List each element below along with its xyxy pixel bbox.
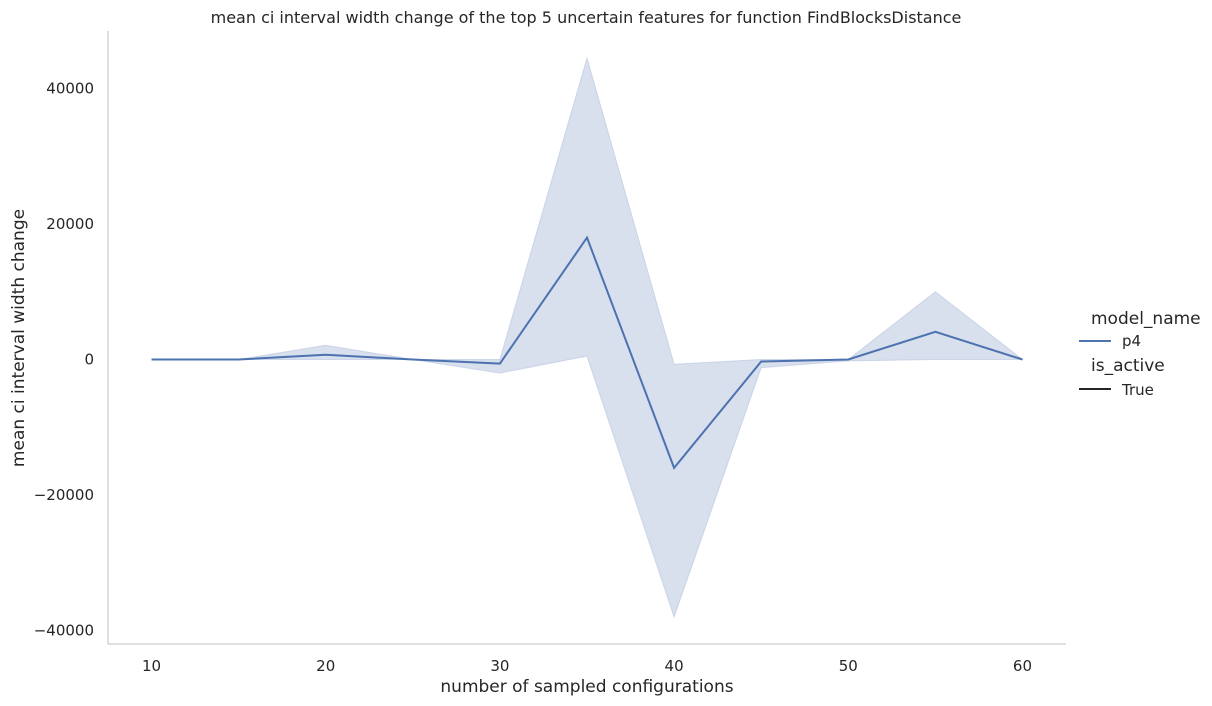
legend-style-title: is_active bbox=[1091, 356, 1165, 376]
legend-hue-title: model_name bbox=[1091, 309, 1201, 329]
plot-area bbox=[151, 56, 1024, 619]
x-tick-label: 40 bbox=[665, 657, 684, 675]
chart-title: mean ci interval width change of the top… bbox=[211, 8, 962, 27]
y-tick-label: 20000 bbox=[46, 215, 94, 233]
y-tick-label: −20000 bbox=[34, 486, 94, 504]
y-tick-label: 40000 bbox=[46, 80, 94, 98]
legend-label-true: True bbox=[1121, 381, 1154, 399]
x-axis-label: number of sampled configurations bbox=[440, 677, 733, 697]
x-tick-label: 60 bbox=[1013, 657, 1032, 675]
y-axis-label: mean ci interval width change bbox=[9, 209, 29, 467]
legend: model_name p4 is_active True bbox=[1079, 309, 1201, 399]
legend-label-p4: p4 bbox=[1122, 332, 1141, 350]
x-tick-label: 20 bbox=[316, 657, 335, 675]
x-tick-label: 50 bbox=[839, 657, 858, 675]
y-axis-ticks: −40000 −20000 0 20000 40000 bbox=[34, 80, 94, 640]
y-tick-label: 0 bbox=[84, 351, 94, 369]
y-tick-label: −40000 bbox=[34, 621, 94, 639]
data-points bbox=[151, 237, 1023, 468]
x-tick-label: 30 bbox=[490, 657, 509, 675]
confidence-band bbox=[151, 56, 1024, 619]
x-axis-ticks: 10 20 30 40 50 60 bbox=[142, 657, 1032, 675]
x-tick-label: 10 bbox=[142, 657, 161, 675]
